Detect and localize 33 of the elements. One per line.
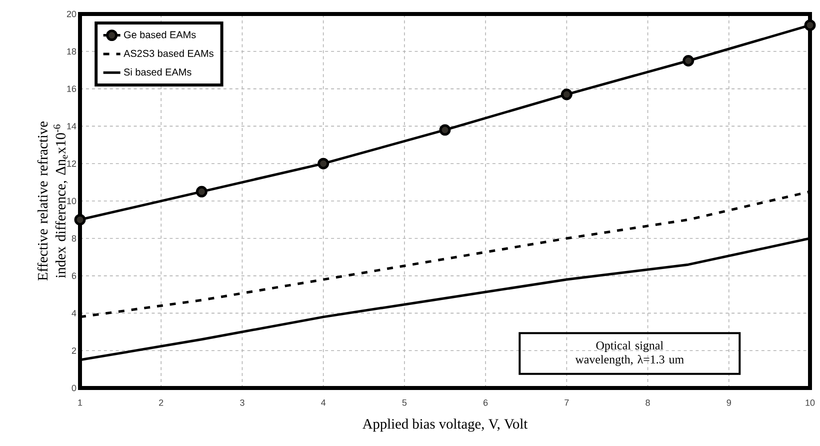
y-tick-label: 4 bbox=[72, 310, 76, 316]
legend-label: Ge based EAMs bbox=[124, 30, 196, 38]
y-tick-label: 14 bbox=[67, 123, 76, 130]
x-tick-label: 8 bbox=[646, 399, 650, 406]
annotation: Optical signal wavelength, λ=1.3 um bbox=[575, 341, 684, 366]
x-tick-label: 2 bbox=[159, 399, 164, 406]
point bbox=[196, 186, 208, 198]
legend-label: AS2S3 based EAMs bbox=[124, 50, 214, 57]
point bbox=[682, 55, 694, 66]
x-tick-label: 9 bbox=[726, 399, 731, 406]
y-tick-label: 0 bbox=[72, 384, 76, 392]
y-tick-label: 12 bbox=[67, 160, 76, 167]
legend-label: Si based EAMs bbox=[124, 68, 192, 76]
y-tick-label: 8 bbox=[72, 235, 76, 242]
y-tick-label: 10 bbox=[67, 198, 76, 204]
point bbox=[439, 124, 451, 136]
y-tick-label: 16 bbox=[67, 86, 76, 92]
point bbox=[74, 214, 86, 226]
y-tick-label: 6 bbox=[72, 272, 76, 279]
x-tick-label: 6 bbox=[484, 399, 488, 406]
x-tick-label: 10 bbox=[806, 399, 815, 406]
x-tick-label: 3 bbox=[240, 399, 244, 406]
x-tick-label: 5 bbox=[402, 399, 407, 406]
point bbox=[318, 158, 330, 170]
x-axis-title: Applied bias voltage, V, Volt bbox=[362, 418, 528, 432]
y-tick-label: 18 bbox=[67, 48, 76, 55]
y-tick-label: 2 bbox=[72, 347, 76, 354]
point bbox=[560, 88, 572, 100]
y-tick-label: 20 bbox=[66, 10, 76, 18]
x-tick-label: 7 bbox=[564, 399, 569, 406]
x-tick-label: 1 bbox=[78, 399, 82, 406]
x-tick-label: 4 bbox=[321, 399, 326, 406]
point bbox=[804, 19, 816, 31]
